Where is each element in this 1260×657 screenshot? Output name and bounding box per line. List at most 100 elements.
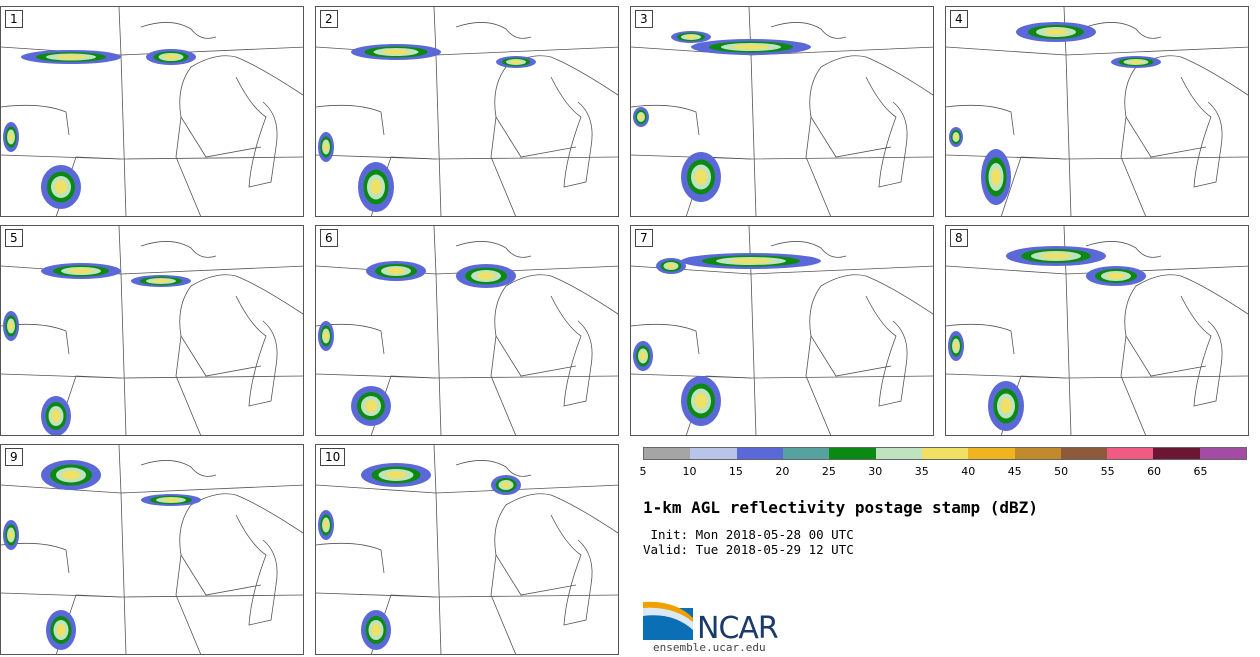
reflectivity-cell [62, 470, 80, 480]
reflectivity-map [1, 226, 303, 435]
chart-title: 1-km AGL reflectivity postage stamp (dBZ… [643, 498, 1038, 517]
reflectivity-map [631, 226, 933, 435]
state-boundary [175, 554, 202, 654]
state-boundary [1180, 295, 1223, 407]
state-boundary [805, 335, 832, 435]
state-boundary [865, 295, 908, 407]
state-boundary [433, 445, 437, 494]
init-time: Init: Mon 2018-05-28 00 UTC [643, 527, 854, 542]
colorbar-tick-label: 45 [1007, 465, 1022, 478]
state-boundary [631, 373, 933, 379]
member-panel: 9 [0, 444, 304, 655]
reflectivity-cell [56, 54, 86, 60]
state-boundary [946, 373, 1248, 379]
colorbar-tick-label: 20 [775, 465, 790, 478]
state-boundary [235, 514, 278, 626]
reflectivity-cell [1107, 273, 1125, 279]
state-boundary [235, 76, 278, 188]
state-boundary [490, 554, 517, 654]
state-boundary [865, 76, 908, 188]
state-boundary [1, 373, 303, 379]
state-boundary [1, 484, 303, 494]
colorbar-segment [968, 448, 1015, 459]
reflectivity-cell [56, 624, 66, 636]
colorbar-segment [1153, 448, 1200, 459]
reflectivity-cell [162, 498, 180, 502]
colorbar-segment [1199, 448, 1247, 459]
state-boundary [235, 295, 278, 407]
reflectivity-map [1, 445, 303, 654]
state-boundary [433, 226, 437, 275]
state-boundary [1, 154, 303, 160]
state-boundary [316, 373, 618, 379]
state-boundary [1065, 54, 1072, 216]
reflectivity-cell [370, 179, 382, 195]
reflectivity-cell [323, 520, 329, 530]
state-boundary [809, 55, 933, 158]
state-boundary [316, 104, 385, 136]
state-boundary [455, 241, 532, 258]
reflectivity-map [1, 7, 303, 216]
state-boundary [1085, 22, 1162, 39]
state-boundary [118, 7, 122, 56]
state-boundary [631, 154, 933, 160]
state-boundary [550, 514, 593, 626]
state-boundary [316, 542, 385, 574]
reflectivity-cell [8, 530, 14, 540]
state-boundary [494, 274, 618, 377]
reflectivity-cell [1041, 253, 1071, 259]
state-boundary [1000, 156, 1067, 216]
colorbar-tick-label: 50 [1054, 465, 1069, 478]
state-boundary [631, 104, 700, 136]
state-boundary [550, 295, 593, 407]
state-boundary [455, 22, 532, 39]
state-boundary [140, 22, 217, 39]
reflectivity-cell [382, 49, 410, 55]
member-panel: 5 [0, 225, 304, 436]
state-boundary [179, 55, 303, 158]
state-boundary [550, 76, 593, 188]
member-number: 10 [320, 448, 346, 466]
state-boundary [1, 104, 70, 136]
state-boundary [118, 445, 122, 494]
reflectivity-cell [695, 393, 707, 409]
colorbar-tick-label: 60 [1147, 465, 1162, 478]
state-boundary [1085, 241, 1162, 258]
state-boundary [946, 323, 1015, 355]
reflectivity-cell [323, 142, 329, 152]
reflectivity-cell [666, 263, 676, 269]
website-link[interactable]: ensemble.ucar.edu [653, 641, 766, 654]
colorbar-segment [1107, 448, 1154, 459]
reflectivity-map [316, 445, 618, 654]
reflectivity-cell [8, 321, 14, 331]
member-number: 7 [635, 229, 653, 247]
reflectivity-cell [695, 169, 707, 185]
state-boundary [946, 104, 1015, 136]
ncar-logo-text: NCAR [697, 611, 779, 646]
reflectivity-map [631, 7, 933, 216]
state-boundary [750, 273, 757, 435]
reflectivity-cell [953, 134, 959, 140]
state-boundary [120, 492, 127, 654]
state-boundary [494, 55, 618, 158]
state-boundary [770, 22, 847, 39]
state-boundary [179, 274, 303, 377]
state-boundary [179, 493, 303, 596]
colorbar-segment [690, 448, 737, 459]
reflectivity-map [316, 7, 618, 216]
member-number: 8 [950, 229, 968, 247]
reflectivity-cell [69, 268, 93, 274]
state-boundary [805, 116, 832, 216]
state-boundary [118, 226, 122, 275]
member-number: 1 [5, 10, 23, 28]
state-boundary [1120, 116, 1147, 216]
reflectivity-cell [371, 624, 381, 636]
reflectivity-cell [152, 279, 170, 283]
colorbar-segment [1014, 448, 1061, 459]
reflectivity-cell [1000, 398, 1012, 414]
colorbar-segment [1060, 448, 1108, 459]
reflectivity-cell [51, 410, 61, 422]
state-boundary [946, 46, 1248, 56]
member-number: 5 [5, 229, 23, 247]
state-boundary [455, 460, 532, 477]
